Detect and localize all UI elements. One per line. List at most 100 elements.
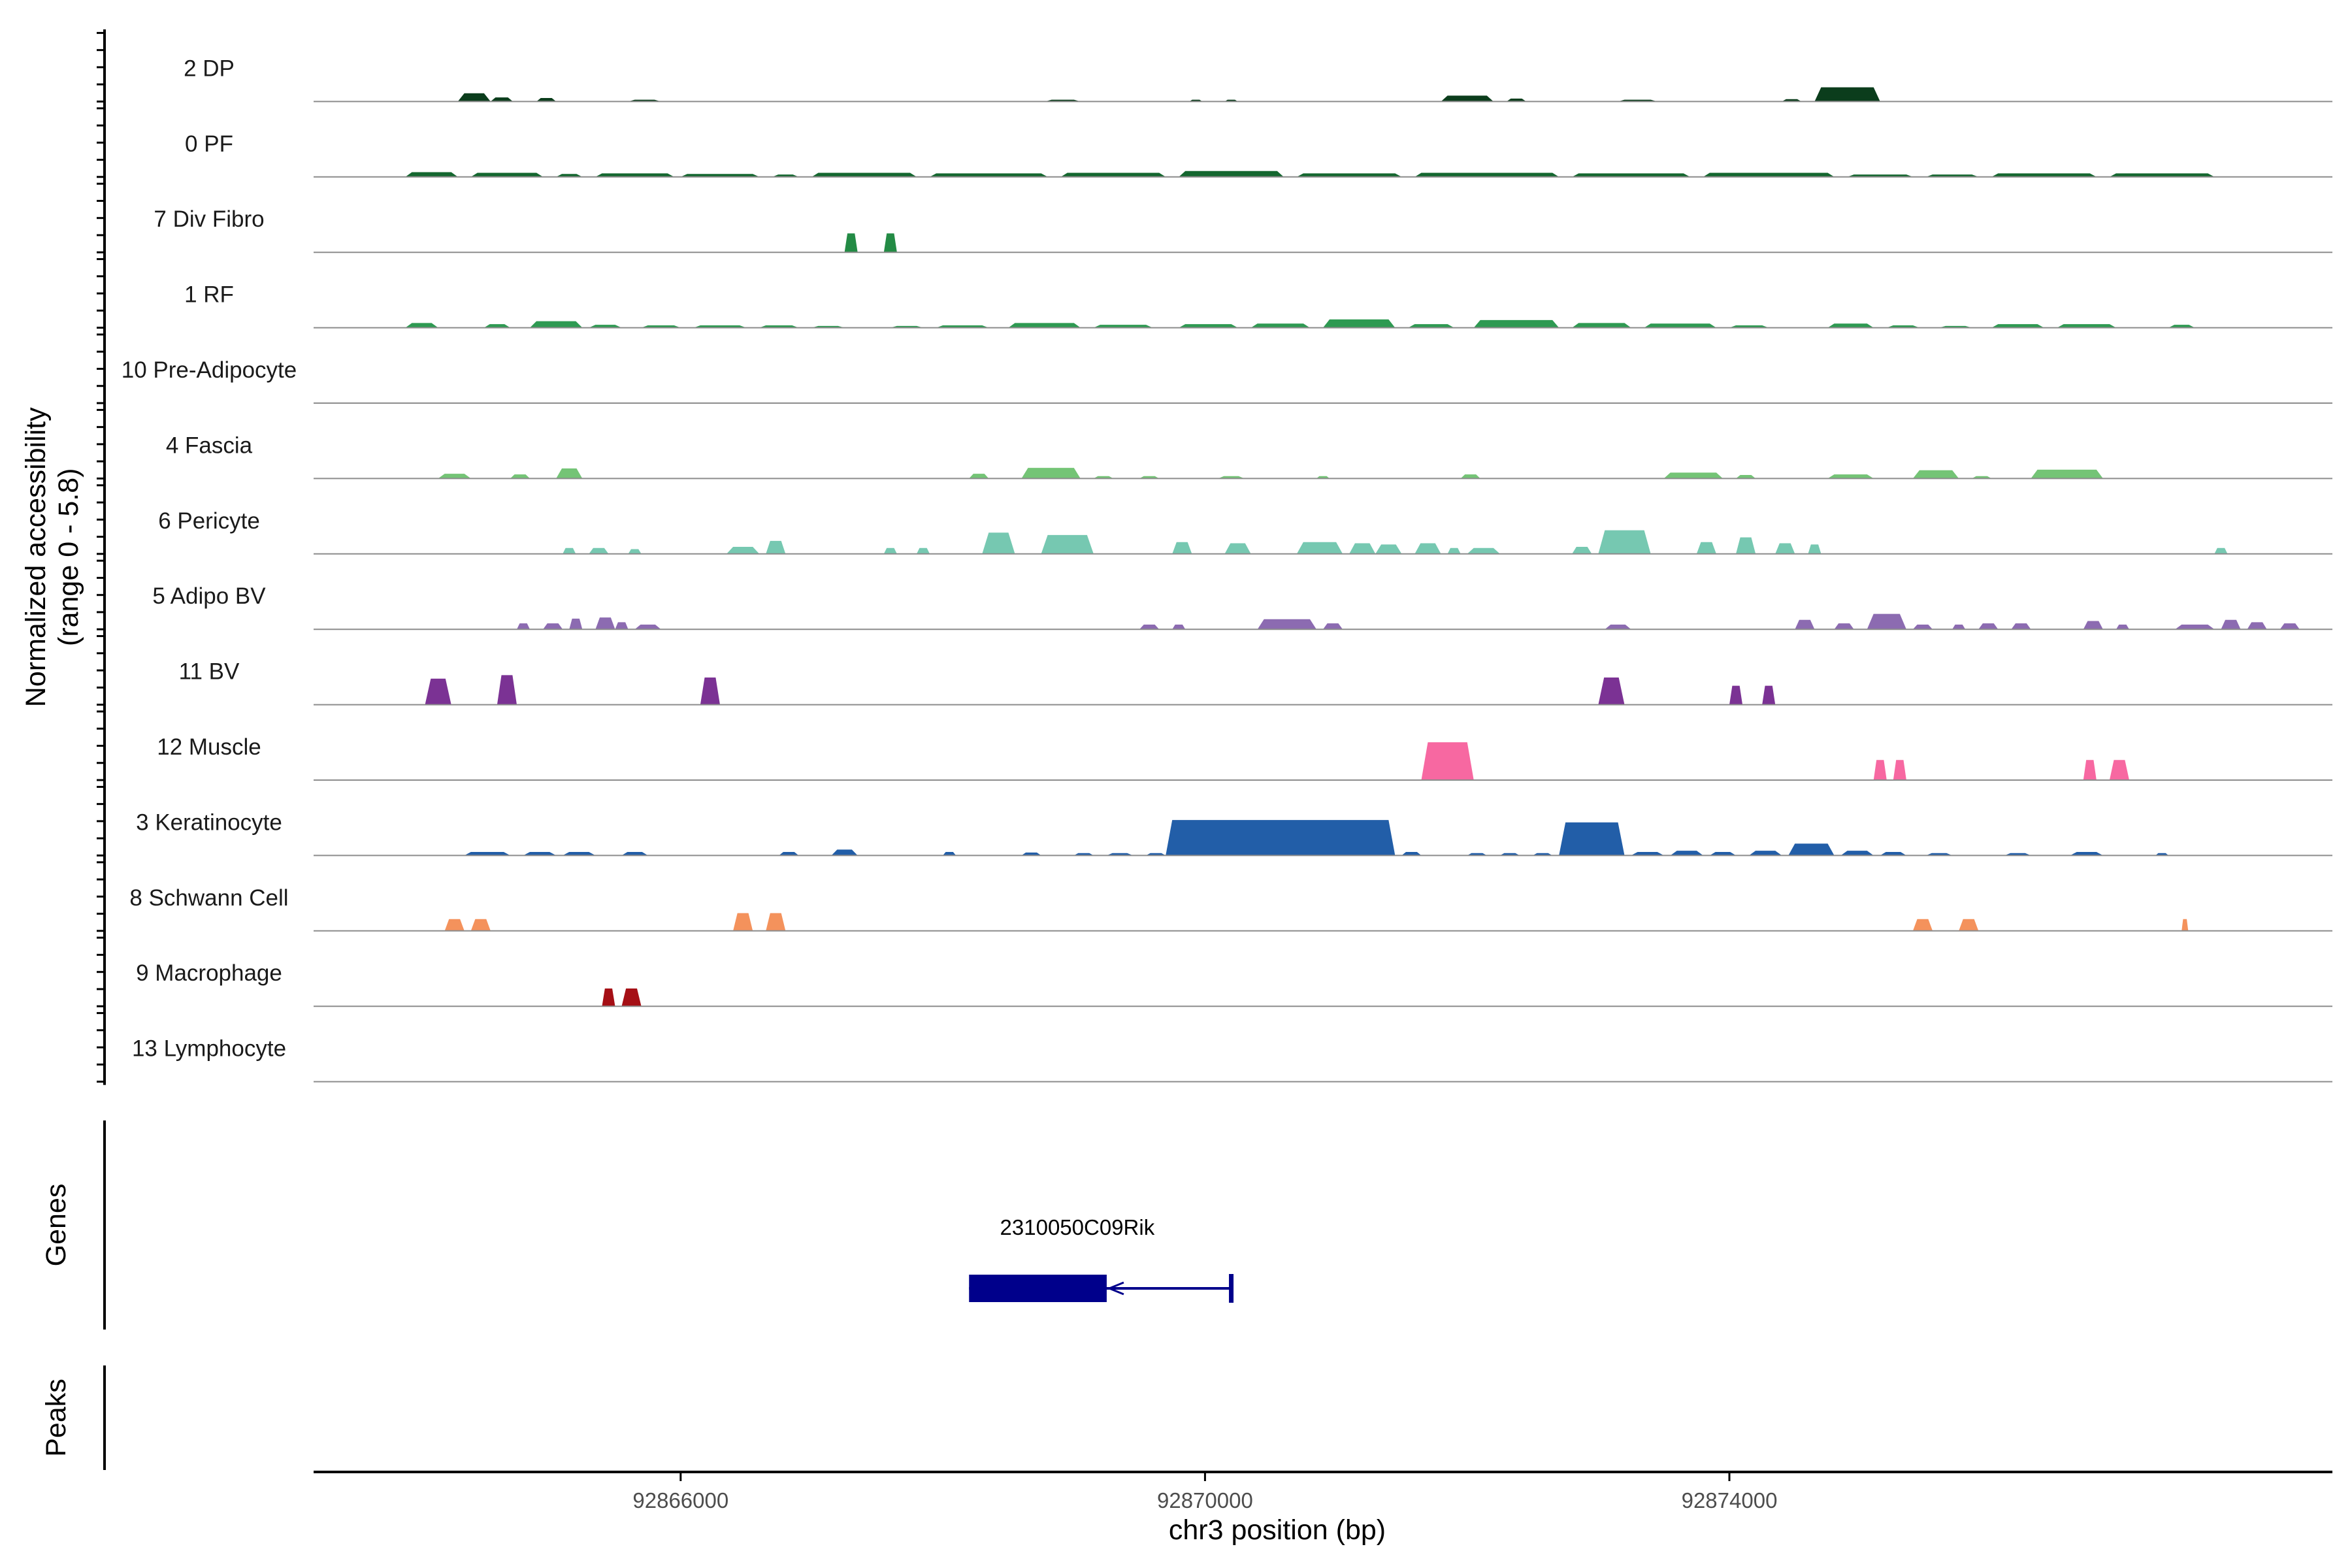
track-label: 11 BV xyxy=(179,659,240,685)
coverage-peak xyxy=(1729,685,1743,705)
coverage-peak xyxy=(1401,851,1422,856)
gene-label: 2310050C09Rik xyxy=(1000,1215,1155,1239)
coverage-peak xyxy=(2181,919,2189,931)
coverage-peak xyxy=(811,172,917,177)
coverage-peak xyxy=(1912,470,1959,479)
coverage-peak xyxy=(1041,534,1094,554)
coverage-peak xyxy=(1631,851,1664,856)
track-2-dp: 2 DP xyxy=(184,56,2332,103)
coverage-peak xyxy=(943,851,956,856)
coverage-peak xyxy=(1670,851,1703,856)
coverage-peak xyxy=(517,623,531,630)
coverage-peak xyxy=(831,849,858,856)
coverage-peak xyxy=(1709,851,1737,856)
coverage-peak xyxy=(1912,919,1933,931)
coverage-peak xyxy=(1834,623,1854,630)
coverage-peak xyxy=(2279,623,2300,630)
track-label: 6 Pericyte xyxy=(158,508,260,534)
track-10-pre-adipocyte: 10 Pre-Adipocyte xyxy=(122,357,2332,404)
coverage-peak xyxy=(464,851,510,856)
coverage-peak xyxy=(1598,530,1651,554)
coverage-peak xyxy=(1506,98,1527,102)
coverage-peak xyxy=(1808,544,1821,554)
coverage-peak xyxy=(490,97,513,102)
strand-arrow-icon xyxy=(1106,1281,1124,1296)
track-label: 10 Pre-Adipocyte xyxy=(122,357,297,383)
coverage-peak xyxy=(634,624,661,630)
coverage-peak xyxy=(1172,542,1192,554)
track-13-lymphocyte: 13 Lymphocyte xyxy=(132,1036,2332,1083)
coverage-peak xyxy=(982,532,1015,554)
coverage-peak xyxy=(1408,324,1454,328)
coverage-peak xyxy=(1572,323,1631,328)
track-label: 13 Lymphocyte xyxy=(132,1036,286,1062)
coverage-peak xyxy=(883,233,897,253)
coverage-peak xyxy=(700,677,721,705)
coverage-peak xyxy=(1179,171,1284,177)
coverage-peak xyxy=(969,474,989,479)
coverage-peak xyxy=(1827,474,1874,479)
coverage-peak xyxy=(2057,324,2116,328)
coverage-peak xyxy=(1296,173,1402,177)
x-tick-label: 92866000 xyxy=(632,1488,728,1512)
coverage-peak xyxy=(1572,173,1690,177)
coverage-peak xyxy=(2083,760,2097,780)
coverage-peak xyxy=(556,468,583,479)
coverage-peak xyxy=(497,675,517,705)
coverage-peak xyxy=(1008,323,1081,328)
coverage-peak xyxy=(680,174,760,177)
genes-track-title: Genes xyxy=(41,1184,72,1267)
track-label: 4 Fascia xyxy=(166,433,253,458)
coverage-peak xyxy=(1021,852,1041,856)
coverage-peak xyxy=(1873,760,1887,780)
coverage-peak xyxy=(1912,624,1933,630)
coverage-peak xyxy=(563,851,596,856)
coverage-peak xyxy=(1467,547,1500,554)
track-9-macrophage: 9 Macrophage xyxy=(136,960,2332,1007)
coverage-peak xyxy=(1172,624,1186,630)
track-1-rf: 1 RF xyxy=(184,282,2332,329)
coverage-peak xyxy=(1814,87,1880,102)
coverage-peak xyxy=(1703,172,1835,177)
coverage-peak xyxy=(2083,621,2103,630)
coverage-peak xyxy=(470,172,544,177)
coverage-peak xyxy=(1473,319,1560,328)
coverage-peak xyxy=(2031,469,2103,479)
coverage-peak xyxy=(844,233,858,253)
coverage-peak xyxy=(1663,472,1723,479)
coverage-peak xyxy=(1736,474,1756,479)
coverage-peak xyxy=(1991,173,2097,177)
coverage-peak xyxy=(510,474,531,479)
coverage-peak xyxy=(2109,760,2129,780)
track-label: 9 Macrophage xyxy=(136,960,282,986)
track-label: 2 DP xyxy=(184,56,235,81)
coverage-peak xyxy=(2070,851,2103,856)
coverage-peak xyxy=(589,325,622,328)
coverage-peak xyxy=(1460,474,1480,479)
coverage-peak xyxy=(1447,547,1461,554)
coverage-peak xyxy=(1762,685,1776,705)
coverage-peak xyxy=(1959,919,1979,931)
coverage-peak xyxy=(1991,324,2044,328)
track-label: 1 RF xyxy=(184,282,234,308)
coverage-peak xyxy=(530,321,583,328)
track-8-schwann-cell: 8 Schwann Cell xyxy=(129,885,2332,932)
track-label: 7 Div Fibro xyxy=(154,206,264,232)
coverage-peak xyxy=(727,546,760,554)
coverage-peak xyxy=(444,919,465,931)
coverage-y-ticks xyxy=(97,31,105,1083)
coverage-peak xyxy=(595,617,615,630)
track-11-bv: 11 BV xyxy=(179,659,2332,706)
gene-2310050c09rik: 2310050C09Rik xyxy=(969,1215,1234,1303)
coverage-peak xyxy=(425,678,451,705)
coverage-peak xyxy=(1257,619,1316,630)
coverage-peak xyxy=(405,172,458,177)
x-tick-label: 92870000 xyxy=(1157,1488,1253,1512)
coverage-peak xyxy=(1696,542,1716,554)
coverage-peak xyxy=(1414,172,1560,177)
track-4-fascia: 4 Fascia xyxy=(166,433,2332,480)
coverage-peak xyxy=(930,173,1048,177)
coverage-peak xyxy=(1736,537,1756,554)
coverage-peak xyxy=(628,549,642,554)
